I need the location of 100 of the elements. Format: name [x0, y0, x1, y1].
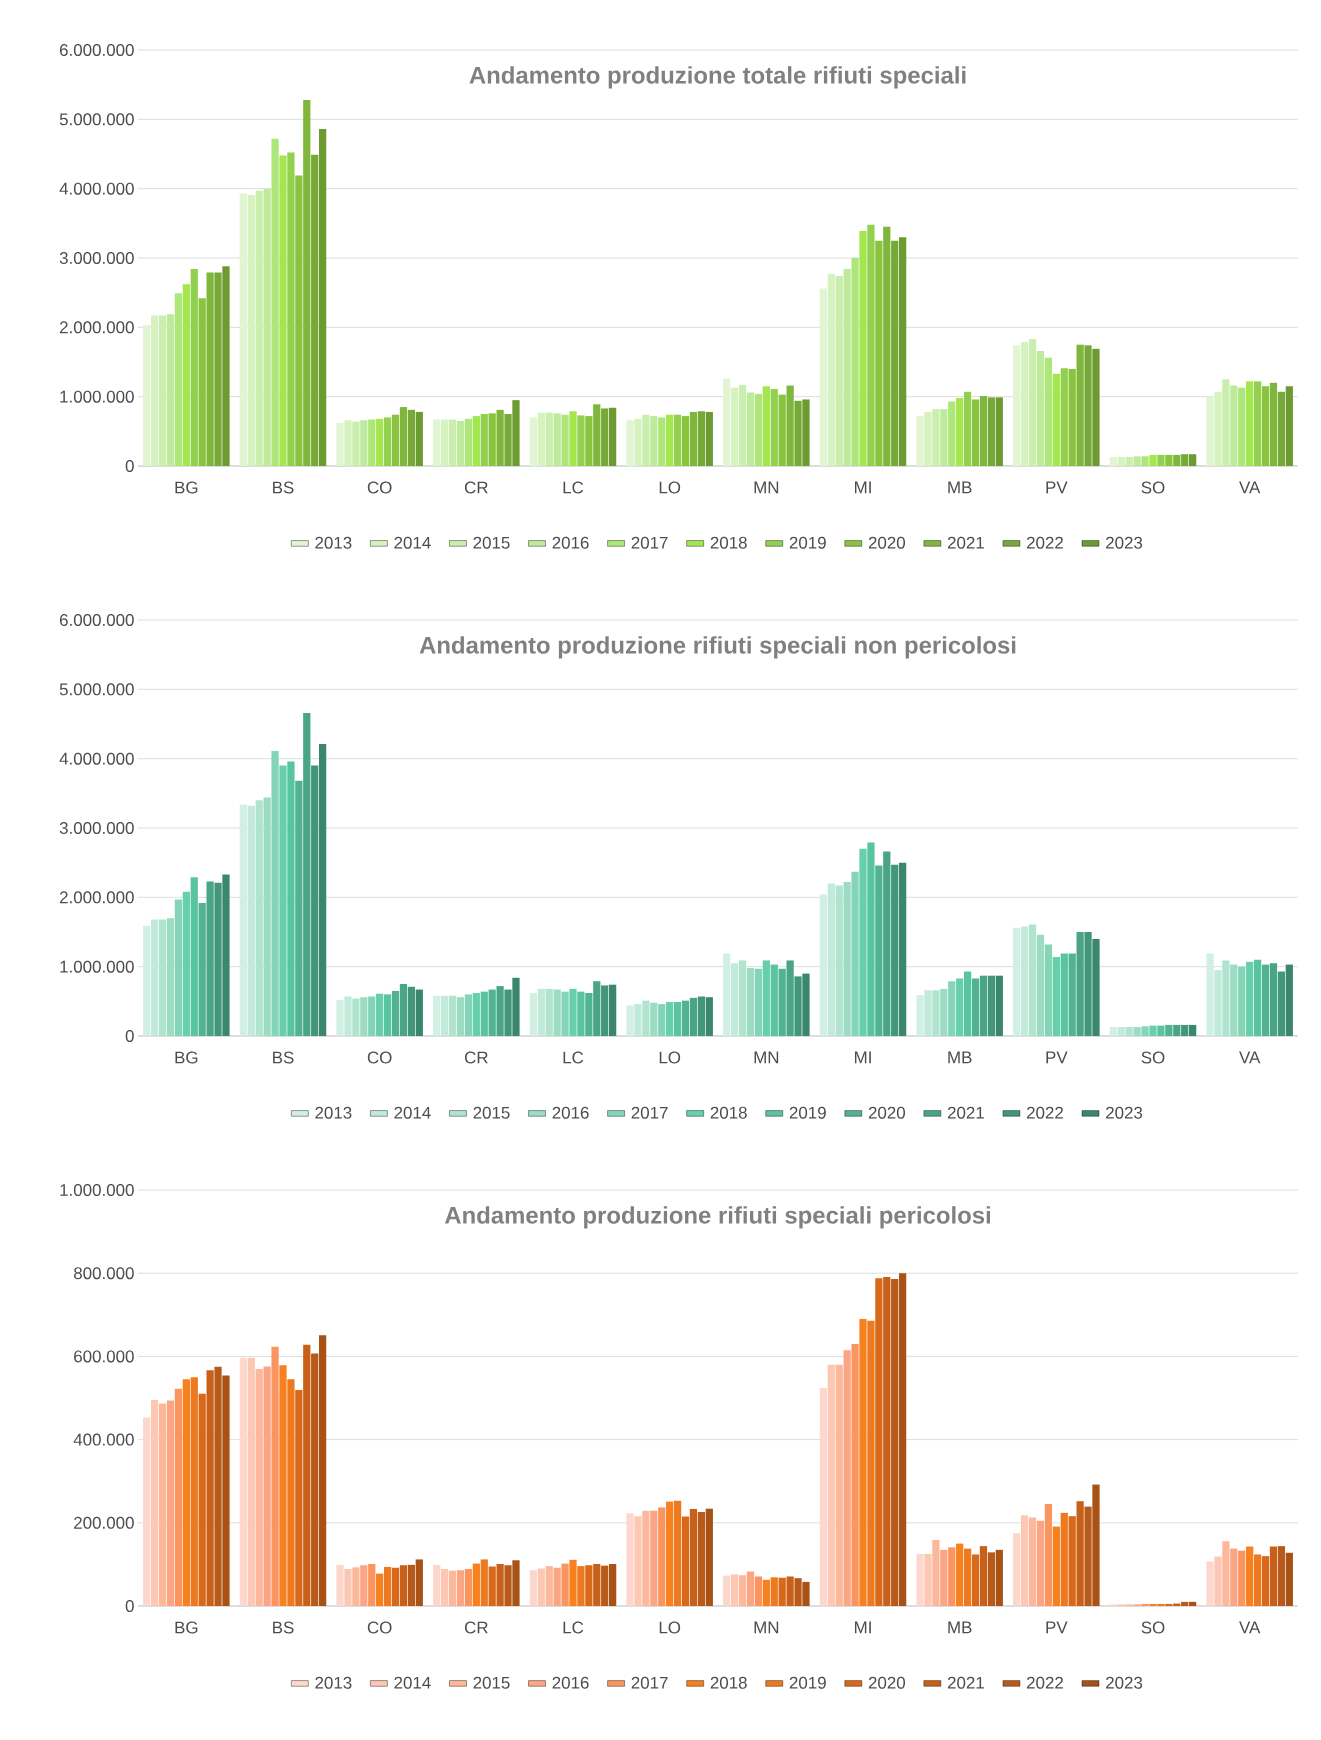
x-tick-label: CO	[367, 481, 392, 494]
bar	[1076, 1501, 1084, 1607]
bar	[875, 1278, 883, 1607]
bar	[577, 991, 585, 1037]
y-tick-label: 1.000.000	[60, 1184, 134, 1197]
bar	[658, 417, 666, 466]
bar	[1261, 1556, 1270, 1607]
bar	[689, 997, 698, 1037]
x-tick-label: CR	[464, 1621, 488, 1634]
x-tick-label: PV	[1046, 1051, 1068, 1064]
bar	[190, 269, 198, 466]
bar	[875, 865, 883, 1037]
bar	[1269, 1546, 1278, 1607]
bar	[336, 423, 344, 466]
bar	[1189, 1601, 1197, 1607]
bar	[650, 1002, 658, 1037]
bar	[819, 1388, 827, 1607]
bar	[1181, 1601, 1189, 1607]
bar	[1044, 1504, 1053, 1607]
bar	[448, 1570, 457, 1607]
bar	[472, 416, 480, 466]
bar	[303, 99, 311, 466]
bar	[891, 240, 899, 466]
bar	[666, 1002, 674, 1037]
bar	[151, 315, 159, 466]
bar	[1141, 1026, 1149, 1037]
bar	[1181, 1024, 1189, 1037]
bar	[770, 389, 778, 466]
legend-label: 2021	[947, 1106, 984, 1119]
bar	[441, 1569, 449, 1607]
bar	[311, 765, 319, 1037]
bar	[859, 230, 867, 466]
bar	[255, 190, 263, 466]
bar	[987, 1552, 996, 1607]
bar	[1246, 381, 1254, 466]
bar	[1052, 373, 1060, 466]
bar	[311, 154, 319, 466]
y-tick-label: 3.000.000	[59, 252, 134, 264]
bar	[206, 881, 214, 1037]
bar	[843, 269, 851, 466]
bar	[1165, 1024, 1173, 1037]
bar	[303, 712, 311, 1037]
bar	[271, 1346, 279, 1607]
bar	[1246, 961, 1254, 1037]
bar	[867, 224, 875, 466]
bar	[867, 842, 875, 1037]
bar	[561, 991, 569, 1037]
y-tick-label: 5.000.000	[59, 683, 134, 696]
bar	[948, 981, 956, 1037]
y-tick-label: 1.000.000	[60, 960, 134, 973]
bar	[344, 996, 352, 1037]
bar	[151, 919, 159, 1037]
bar	[247, 1357, 255, 1607]
legend-label: 2022	[1027, 1676, 1063, 1689]
bar	[537, 1568, 545, 1607]
bar	[158, 1403, 167, 1607]
bar	[496, 986, 504, 1037]
bar	[786, 385, 794, 466]
bar	[263, 188, 271, 466]
bar	[1165, 454, 1173, 466]
bar	[1253, 381, 1262, 466]
bar	[399, 407, 408, 466]
bar	[738, 384, 747, 466]
bar	[705, 411, 713, 466]
bar	[545, 1566, 553, 1607]
bar	[723, 378, 731, 466]
bar	[1076, 932, 1084, 1037]
bar	[1084, 345, 1092, 466]
bar	[585, 416, 593, 466]
bar	[1157, 1025, 1165, 1037]
bar	[198, 298, 206, 466]
bar	[561, 1563, 569, 1607]
bar	[352, 421, 360, 466]
bar	[1214, 1556, 1222, 1607]
bar	[433, 995, 441, 1037]
bar	[504, 989, 512, 1037]
bar	[1285, 964, 1293, 1037]
y-tick-label: 6.000.000	[59, 614, 134, 627]
bar	[642, 1000, 650, 1037]
bar	[295, 175, 303, 466]
y-tick-label: 2.000.000	[59, 321, 134, 334]
bar	[932, 1539, 940, 1607]
bar	[512, 400, 520, 466]
y-tick-label: 2.000.000	[59, 891, 134, 904]
bar	[609, 984, 617, 1037]
bar	[681, 416, 690, 466]
bar	[529, 1570, 537, 1607]
x-tick-label: BS	[273, 481, 294, 494]
bar	[561, 414, 569, 466]
bar	[376, 418, 384, 466]
bar	[626, 1005, 634, 1037]
y-tick-label: 5.000.000	[59, 113, 134, 126]
text: Andamento produzione rifiuti speciali pericolosi	[444, 1206, 991, 1229]
bar	[1052, 956, 1060, 1037]
legend-label: 2014	[394, 1676, 431, 1689]
bar	[1060, 368, 1068, 466]
bar	[1044, 944, 1053, 1037]
x-tick-label: PV	[1046, 481, 1068, 494]
bar	[642, 1510, 650, 1607]
bar	[1092, 1484, 1100, 1607]
